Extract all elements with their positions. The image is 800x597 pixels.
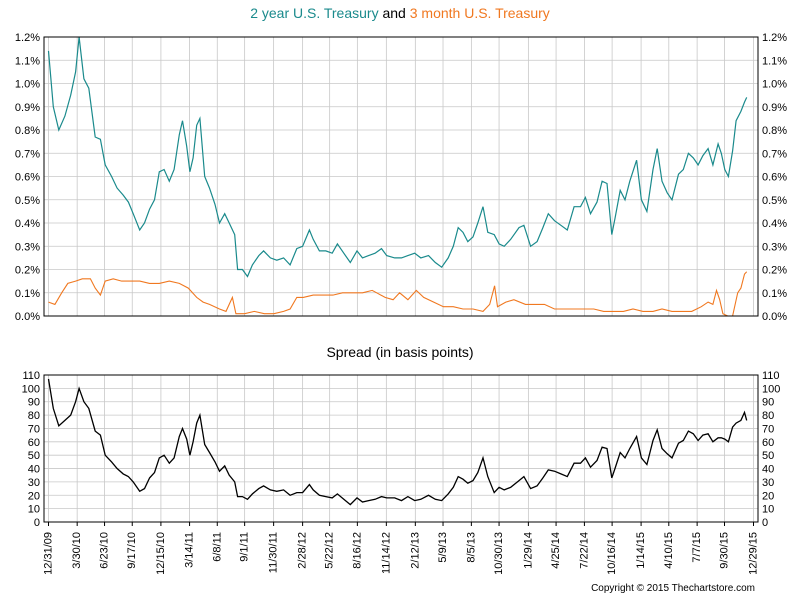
top-y-tick-left: 0.8% xyxy=(15,125,40,137)
spread-y-tick-left: 20 xyxy=(28,490,40,502)
top-y-tick-right: 0.4% xyxy=(762,218,787,230)
top-y-tick-left: 0.3% xyxy=(15,241,40,253)
top-y-tick-right: 0.8% xyxy=(762,125,787,137)
x-tick-label: 9/30/15 xyxy=(719,532,731,569)
x-tick-label: 6/8/11 xyxy=(211,532,223,562)
top-y-tick-right: 0.1% xyxy=(762,288,787,300)
title-2yr: 2 year U.S. Treasury xyxy=(250,5,378,21)
spread-y-tick-right: 20 xyxy=(762,490,774,502)
x-tick-label: 9/17/10 xyxy=(126,532,138,569)
top-chart-y-tick-labels: 0.0% 0.0% 0.1% 0.1% 0.2% 0.2% 0.3% 0.3% 0.4% 0.4%… xyxy=(15,32,787,323)
top-y-tick-left: 0.9% xyxy=(15,102,40,114)
spread-y-tick-right: 100 xyxy=(762,383,780,395)
x-tick-label: 2/12/13 xyxy=(409,532,421,569)
spread-y-tick-right: 0 xyxy=(762,517,768,529)
top-y-tick-right: 0.2% xyxy=(762,265,787,277)
x-tick-label: 4/25/14 xyxy=(550,532,562,569)
x-tick-label: 5/9/13 xyxy=(437,532,449,563)
x-tick-label: 12/29/15 xyxy=(747,532,759,575)
top-y-tick-left: 0.5% xyxy=(15,195,40,207)
x-tick-label: 6/23/10 xyxy=(99,532,111,569)
top-chart-gridlines xyxy=(44,36,758,317)
top-y-tick-left: 0.1% xyxy=(15,288,40,300)
x-tick-label: 9/1/11 xyxy=(239,532,251,562)
top-chart-frame xyxy=(43,36,759,317)
spread-y-tick-left: 100 xyxy=(22,383,40,395)
top-y-tick-right: 0.6% xyxy=(762,172,787,184)
x-tick-label: 7/22/14 xyxy=(578,532,590,569)
series-3-month-treasury xyxy=(48,271,748,317)
title-and: and xyxy=(379,5,410,21)
top-y-tick-left: 0.2% xyxy=(15,265,40,277)
spread-y-tick-right: 10 xyxy=(762,504,774,516)
spread-y-tick-left: 90 xyxy=(28,397,40,409)
spread-y-tick-right: 80 xyxy=(762,410,774,422)
top-y-tick-left: 0.4% xyxy=(15,218,40,230)
spread-y-tick-left: 30 xyxy=(28,477,40,489)
x-tick-label: 3/14/11 xyxy=(184,532,196,568)
bottom-chart-title: Spread (in basis points) xyxy=(326,344,473,360)
series-spread xyxy=(47,378,748,506)
spread-y-tick-left: 10 xyxy=(28,504,40,516)
spread-y-tick-left: 70 xyxy=(28,423,40,435)
top-y-tick-left: 0.7% xyxy=(15,148,40,160)
spread-chart-frame xyxy=(43,374,759,523)
spread-y-tick-left: 0 xyxy=(34,517,40,529)
top-y-tick-left: 0.6% xyxy=(15,172,40,184)
top-y-tick-left: 0.0% xyxy=(15,311,40,323)
top-y-tick-right: 1.1% xyxy=(762,55,787,67)
spread-y-tick-right: 40 xyxy=(762,464,774,476)
spread-y-tick-left: 60 xyxy=(28,437,40,449)
x-tick-label: 8/16/12 xyxy=(351,532,363,569)
x-tick-label: 12/15/10 xyxy=(155,532,167,575)
x-tick-label: 10/16/14 xyxy=(606,532,618,575)
spread-y-tick-right: 50 xyxy=(762,450,774,462)
top-y-tick-right: 1.2% xyxy=(762,32,787,44)
spread-y-tick-right: 110 xyxy=(762,370,780,382)
spread-chart-x-tick-labels: 12/31/09 3/30/10 6/23/10 9/17/10 12/15/10 3/1… xyxy=(43,522,759,575)
top-y-tick-right: 0.3% xyxy=(762,241,787,253)
spread-y-tick-left: 50 xyxy=(28,450,40,462)
top-y-tick-left: 1.0% xyxy=(15,79,40,91)
spread-y-tick-left: 40 xyxy=(28,464,40,476)
spread-y-tick-right: 90 xyxy=(762,397,774,409)
top-y-tick-right: 0.9% xyxy=(762,102,787,114)
top-y-tick-left: 1.2% xyxy=(15,32,40,44)
copyright-text: Copyright © 2015 Thechartstore.com xyxy=(591,583,755,594)
top-y-tick-right: 0.7% xyxy=(762,148,787,160)
spread-y-tick-right: 70 xyxy=(762,423,774,435)
spread-y-tick-right: 60 xyxy=(762,437,774,449)
x-tick-label: 7/7/15 xyxy=(691,532,703,563)
title-3mo: 3 month U.S. Treasury xyxy=(410,5,550,21)
x-tick-label: 5/22/12 xyxy=(324,532,336,569)
x-tick-label: 11/14/12 xyxy=(380,532,392,574)
x-tick-label: 8/5/13 xyxy=(465,532,477,563)
x-tick-label: 12/31/09 xyxy=(43,532,55,575)
top-y-tick-right: 0.5% xyxy=(762,195,787,207)
x-tick-label: 10/30/13 xyxy=(493,532,505,575)
spread-y-tick-left: 110 xyxy=(22,370,40,382)
top-y-tick-right: 1.0% xyxy=(762,79,787,91)
x-tick-label: 11/30/11 xyxy=(268,532,280,573)
x-tick-label: 3/30/10 xyxy=(71,532,83,569)
x-tick-label: 1/29/14 xyxy=(522,532,534,569)
spread-y-tick-right: 30 xyxy=(762,477,774,489)
series-2-year-treasury xyxy=(47,36,748,278)
x-tick-label: 1/14/15 xyxy=(635,532,647,569)
x-tick-label: 2/28/12 xyxy=(297,532,309,569)
top-y-tick-right: 0.0% xyxy=(762,311,787,323)
x-tick-label: 4/10/15 xyxy=(663,532,675,569)
spread-y-tick-left: 80 xyxy=(28,410,40,422)
top-chart-title: 2 year U.S. Treasury and 3 month U.S. Tr… xyxy=(250,5,550,21)
top-y-tick-left: 1.1% xyxy=(15,55,40,67)
